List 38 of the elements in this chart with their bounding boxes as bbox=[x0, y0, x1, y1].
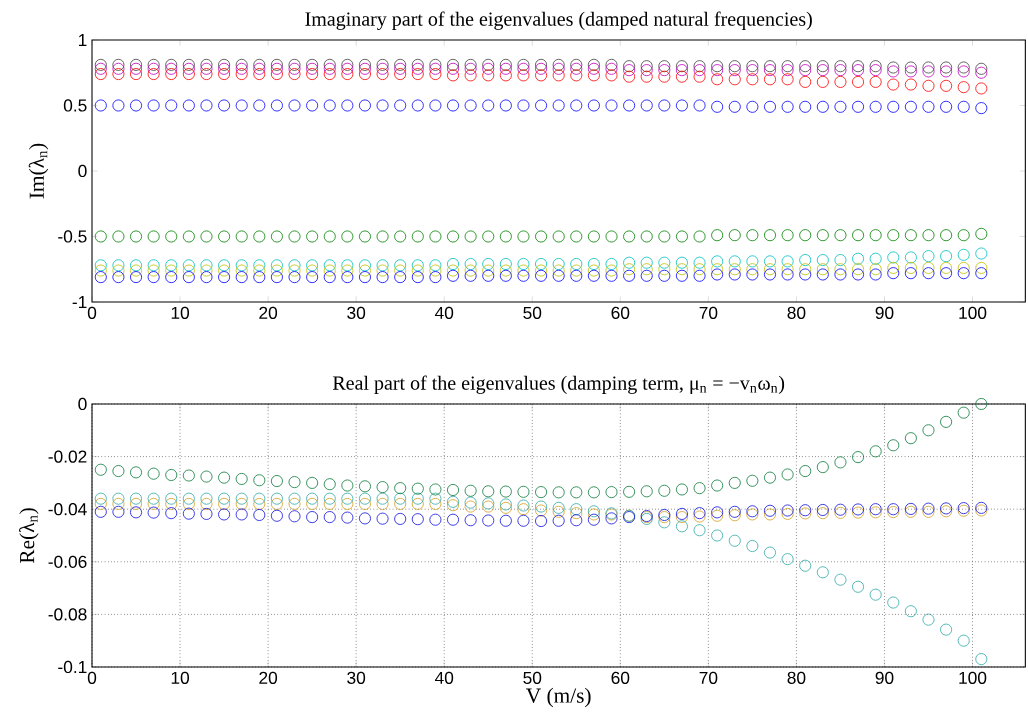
x-tick-label: 10 bbox=[171, 671, 190, 684]
y-tick-label: -0.5 bbox=[58, 230, 87, 243]
x-tick-label: 60 bbox=[611, 306, 630, 319]
x-tick-label: 100 bbox=[959, 306, 987, 319]
x-tick-label: 80 bbox=[787, 306, 806, 319]
y-axis-title: Re(λ$_{n}$) bbox=[19, 508, 39, 564]
x-tick-label: 80 bbox=[787, 671, 806, 684]
y-tick-label: -0.06 bbox=[48, 555, 87, 568]
x-tick-label: 20 bbox=[259, 306, 278, 319]
y-tick-label: 0 bbox=[78, 397, 87, 411]
chart-title: Imaginary part of the eigenvalues (damped natural frequencies) bbox=[305, 11, 812, 30]
x-tick-label: 30 bbox=[347, 671, 366, 684]
y-tick-label: 0 bbox=[78, 164, 87, 178]
y-tick-label: -0.08 bbox=[48, 608, 87, 621]
x-tick-label: 60 bbox=[611, 671, 630, 684]
y-tick-label: 0.5 bbox=[63, 99, 87, 112]
x-tick-label: 100 bbox=[959, 671, 987, 684]
x-tick-label: 0 bbox=[87, 306, 97, 319]
x-tick-label: 20 bbox=[259, 671, 278, 684]
y-tick-label: -0.04 bbox=[48, 503, 87, 516]
x-tick-label: 90 bbox=[875, 671, 894, 684]
x-tick-label: 10 bbox=[171, 306, 190, 319]
x-tick-label: 0 bbox=[87, 671, 97, 684]
y-tick-label: 1 bbox=[78, 34, 87, 46]
x-tick-label: 40 bbox=[434, 306, 454, 319]
x-tick-label: 70 bbox=[699, 671, 718, 684]
y-tick-label: -0.02 bbox=[48, 450, 87, 463]
y-axis-title: Im(λ$_{n}$) bbox=[28, 143, 49, 199]
x-tick-label: 40 bbox=[434, 671, 454, 684]
x-tick-label: 70 bbox=[699, 306, 718, 319]
x-tick-label: 30 bbox=[347, 306, 366, 319]
y-tick-label: -1 bbox=[72, 296, 87, 308]
x-tick-label: 50 bbox=[523, 671, 542, 684]
x-tick-label: 90 bbox=[875, 306, 894, 319]
x-tick-label: 50 bbox=[523, 306, 542, 319]
y-tick-label: -0.1 bbox=[58, 660, 87, 674]
chart-title: Real part of the eigenvalues (damping term, μ$_{n}$ = −v$_{n}$ω$_{n}$) bbox=[332, 375, 785, 394]
x-axis-title: V (m/s) bbox=[526, 687, 591, 708]
